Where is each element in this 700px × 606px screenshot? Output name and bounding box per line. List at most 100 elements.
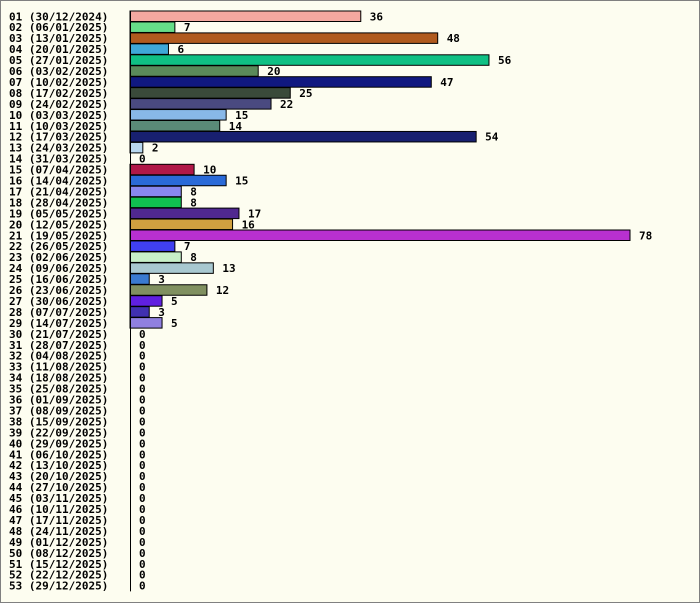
- bar: [129, 163, 195, 176]
- value-labels: 3674865620472522151454201015881716787813…: [139, 10, 652, 592]
- category-label: 14 (31/03/2025): [9, 153, 108, 166]
- bar: [129, 295, 163, 307]
- category-label: 35 (25/08/2025): [9, 383, 108, 396]
- category-label: 21 (19/05/2025): [9, 229, 108, 242]
- category-label: 26 (23/06/2025): [9, 284, 108, 297]
- value-label: 8: [190, 196, 197, 209]
- value-label: 0: [139, 394, 146, 407]
- category-label: 38 (15/09/2025): [9, 415, 108, 428]
- value-label: 36: [370, 10, 384, 23]
- category-label: 04 (20/01/2025): [9, 43, 108, 56]
- value-label: 5: [171, 295, 178, 308]
- category-label: 16 (14/04/2025): [9, 175, 108, 188]
- value-label: 47: [440, 76, 453, 89]
- value-label: 0: [139, 415, 146, 428]
- category-label: 02 (06/01/2025): [9, 21, 108, 34]
- category-label: 40 (29/09/2025): [9, 437, 108, 450]
- value-label: 13: [222, 262, 235, 275]
- value-label: 0: [139, 153, 146, 166]
- bar: [129, 273, 150, 285]
- bar: [129, 76, 432, 88]
- bars: [129, 10, 631, 329]
- category-label: 19 (05/05/2025): [9, 207, 108, 220]
- value-label: 15: [235, 175, 248, 188]
- category-label: 05 (27/01/2025): [9, 54, 108, 67]
- value-label: 0: [139, 481, 146, 494]
- category-label: 07 (10/02/2025): [9, 76, 108, 89]
- value-label: 15: [235, 109, 248, 122]
- category-label: 47 (17/11/2025): [9, 514, 108, 527]
- category-label: 23 (02/06/2025): [9, 251, 108, 264]
- value-label: 0: [139, 426, 146, 439]
- bar: [129, 21, 176, 33]
- value-label: 0: [139, 328, 146, 341]
- bar: [129, 10, 362, 22]
- value-label: 20: [267, 65, 280, 78]
- bar: [129, 251, 182, 263]
- bar: [129, 54, 490, 66]
- category-label: 36 (01/09/2025): [9, 394, 108, 407]
- value-label: 8: [190, 251, 197, 264]
- category-label: 17 (21/04/2025): [9, 185, 108, 198]
- value-label: 16: [242, 218, 256, 231]
- category-label: 18 (28/04/2025): [9, 196, 108, 209]
- bar: [129, 98, 272, 110]
- category-label: 41 (06/10/2025): [9, 448, 108, 461]
- bar: [129, 262, 214, 274]
- value-label: 14: [229, 120, 243, 133]
- value-label: 7: [184, 240, 191, 253]
- category-label: 25 (16/06/2025): [9, 273, 108, 286]
- category-label: 46 (10/11/2025): [9, 503, 108, 516]
- bar: [129, 218, 234, 231]
- bar: [129, 120, 221, 132]
- bar: [129, 43, 169, 55]
- bar: [129, 207, 240, 220]
- bar: [129, 284, 208, 296]
- value-label: 56: [498, 54, 512, 67]
- value-label: 54: [485, 131, 499, 144]
- value-label: 0: [139, 350, 146, 363]
- category-label: 48 (24/11/2025): [9, 525, 108, 538]
- category-label: 28 (07/07/2025): [9, 306, 108, 319]
- category-label: 01 (30/12/2024): [9, 10, 108, 23]
- bar: [129, 196, 182, 209]
- bar: [129, 174, 227, 187]
- value-label: 3: [158, 306, 165, 319]
- bar: [129, 130, 477, 143]
- category-label: 06 (03/02/2025): [9, 65, 108, 78]
- value-label: 2: [152, 142, 159, 155]
- bar: [129, 306, 150, 318]
- bar: [129, 65, 259, 77]
- bar: [129, 185, 182, 198]
- category-label: 45 (03/11/2025): [9, 492, 108, 505]
- category-label: 03 (13/01/2025): [9, 32, 108, 45]
- category-labels: 01 (30/12/2024)02 (06/01/2025)03 (13/01/…: [9, 10, 108, 592]
- category-label: 49 (01/12/2025): [9, 536, 108, 549]
- category-label: 27 (30/06/2025): [9, 295, 108, 308]
- category-label: 12 (17/03/2025): [9, 131, 108, 144]
- value-label: 0: [139, 569, 146, 582]
- value-label: 0: [139, 558, 146, 571]
- category-label: 44 (27/10/2025): [9, 481, 108, 494]
- value-label: 5: [171, 317, 178, 330]
- category-label: 22 (26/05/2025): [9, 240, 108, 253]
- category-label: 24 (09/06/2025): [9, 262, 108, 275]
- category-label: 42 (13/10/2025): [9, 459, 108, 472]
- category-label: 29 (14/07/2025): [9, 317, 108, 330]
- value-label: 78: [639, 229, 652, 242]
- value-label: 7: [184, 21, 191, 34]
- value-label: 17: [248, 207, 261, 220]
- value-label: 3: [158, 273, 165, 286]
- value-label: 12: [216, 284, 229, 297]
- value-label: 0: [139, 525, 146, 538]
- category-label: 09 (24/02/2025): [9, 98, 108, 111]
- bar: [129, 87, 291, 99]
- category-label: 13 (24/03/2025): [9, 142, 108, 155]
- value-label: 0: [139, 514, 146, 527]
- bar: [129, 32, 439, 44]
- category-label: 15 (07/04/2025): [9, 164, 108, 177]
- value-label: 0: [139, 448, 146, 461]
- value-label: 25: [299, 87, 312, 100]
